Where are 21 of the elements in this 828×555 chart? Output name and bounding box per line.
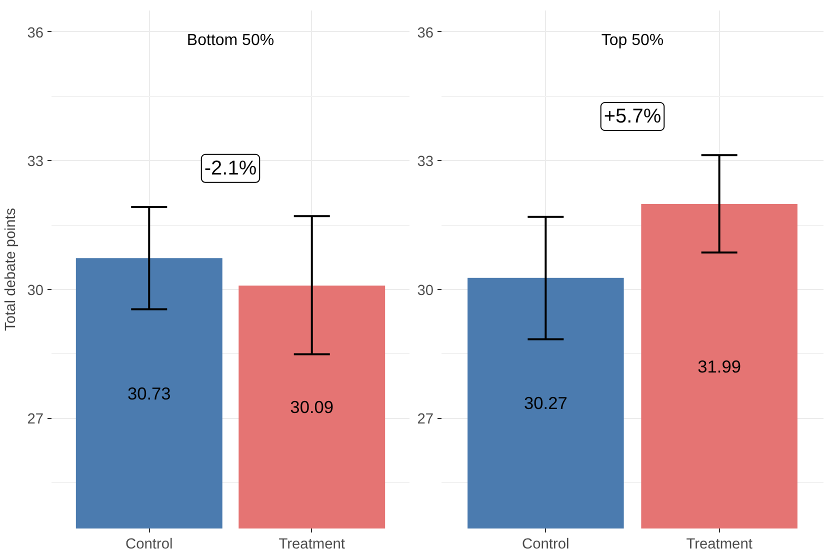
- data-label: 31.99: [698, 356, 742, 376]
- y-tick-label: 30: [417, 282, 434, 299]
- x-tick-label: Control: [126, 536, 173, 552]
- data-label: 30.09: [290, 397, 334, 418]
- data-label: 30.73: [127, 383, 171, 404]
- annotation: +5.7%: [604, 106, 662, 128]
- y-tick-label: 33: [417, 154, 434, 170]
- y-tick-label: 30: [27, 282, 44, 299]
- y-tick-label: 27: [417, 412, 434, 428]
- y-tick-label: 36: [417, 25, 434, 42]
- x-tick-label: Treatment: [686, 536, 752, 552]
- y-tick-label: 27: [27, 412, 44, 428]
- y-tick-label: 36: [27, 25, 44, 42]
- y-tick-label: 33: [27, 154, 44, 170]
- text: Bottom 50%: [186, 32, 274, 49]
- annotation: -2.1%: [204, 157, 257, 180]
- text: Top 50%: [601, 32, 664, 49]
- data-label: 30.27: [524, 393, 568, 414]
- x-tick-label: Treatment: [278, 536, 345, 552]
- x-tick-label: Control: [522, 536, 570, 552]
- y-axis-title: Total debate points: [3, 208, 20, 332]
